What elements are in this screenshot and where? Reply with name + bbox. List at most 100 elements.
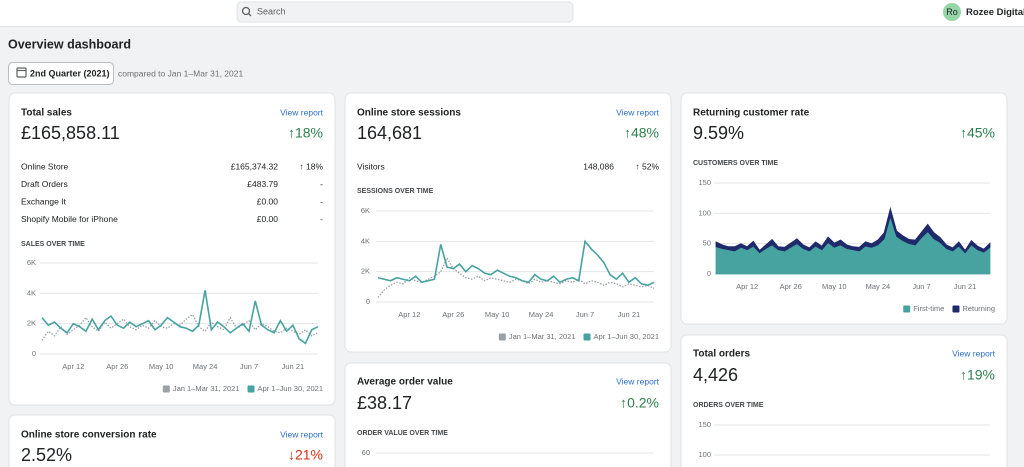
row-label: Exchange It: [21, 196, 67, 206]
card: [8, 92, 336, 406]
page-title: Overview dashboard: [8, 37, 131, 51]
row-label: Online Store: [21, 161, 69, 171]
y-tick-label: 0: [707, 269, 711, 278]
x-tick-label: Apr 26: [780, 282, 802, 291]
y-tick-label: 6K: [27, 258, 36, 267]
row-change: ↑ 18%: [299, 161, 323, 171]
comparison: compared to Jan 1–Mar 31, 2021: [118, 68, 243, 78]
view-report-link[interactable]: View report: [280, 429, 323, 439]
date-button[interactable]: [8, 62, 114, 85]
metric-change: ↓21%: [288, 447, 323, 463]
area: [715, 206, 991, 254]
y-tick-label: 100: [698, 208, 711, 217]
card-title: Average order value: [357, 377, 453, 388]
x-tick-label: Apr 26: [442, 310, 464, 319]
chart-title: CUSTOMERS OVER TIME: [693, 160, 778, 167]
legend-swatch: [162, 385, 170, 393]
row-label: Draft Orders: [21, 179, 68, 189]
x-tick-label: Apr 12: [736, 282, 758, 291]
calendar-icon: [16, 67, 27, 78]
y-tick-label: 50: [703, 239, 711, 248]
y-tick-label: 2K: [27, 319, 36, 328]
card: [680, 334, 1008, 467]
legend-swatch: [903, 305, 911, 313]
legend-label: Jan 1–Mar 31, 2021: [509, 332, 576, 341]
card: [8, 414, 336, 467]
x-tick-label: Jun 7: [576, 310, 594, 319]
metric-value: 2.52%: [21, 445, 72, 465]
y-tick-label: 150: [698, 420, 711, 429]
metric-value: 9.59%: [693, 123, 744, 143]
y-tick-label: 150: [698, 178, 711, 187]
search-icon: [241, 6, 251, 16]
x-tick-label: Jun 21: [954, 282, 977, 291]
legend-swatch: [247, 385, 255, 393]
x-tick-label: May 24: [529, 310, 554, 319]
metric-value: 4,426: [693, 365, 738, 385]
metric-value: £38.17: [357, 393, 412, 413]
metric-change: ↑0.2%: [620, 395, 659, 411]
row-label: Shopify Mobile for iPhone: [21, 214, 118, 224]
row-change: ↑ 52%: [635, 161, 659, 171]
chart-title: ORDER VALUE OVER TIME: [357, 430, 448, 437]
avatar-initials: Ro: [946, 7, 958, 17]
x-tick-label: May 10: [485, 310, 510, 319]
date-range[interactable]: 2nd Quarter (2021): [30, 68, 110, 78]
chart-title: SESSIONS OVER TIME: [357, 188, 434, 195]
search-icon: [248, 13, 252, 17]
view-report-link[interactable]: View report: [616, 376, 659, 386]
chart-title: ORDERS OVER TIME: [693, 402, 764, 409]
x-tick-label: Jun 21: [282, 362, 305, 371]
metric-change: ↑48%: [624, 125, 659, 141]
view-report-link[interactable]: View report: [952, 348, 995, 358]
x-tick-label: May 24: [866, 282, 891, 291]
search-box[interactable]: [236, 1, 574, 23]
x-tick-label: Jun 7: [912, 282, 930, 291]
metric-change: ↑19%: [960, 367, 995, 383]
card-title: Total sales: [21, 108, 72, 119]
legend-swatch: [498, 333, 506, 341]
legend-swatch: [952, 305, 960, 313]
card: [344, 362, 672, 467]
legend-label: Apr 1–Jun 30, 2021: [258, 384, 323, 393]
legend-swatch: [583, 333, 591, 341]
view-report-link[interactable]: View report: [280, 107, 323, 117]
card-title: Total orders: [693, 349, 750, 360]
card-title: Online store sessions: [357, 108, 461, 119]
legend-label: Returning: [962, 304, 995, 313]
y-tick-label: 0: [32, 349, 36, 358]
row-value: £0.00: [257, 214, 279, 224]
y-tick-label: 2K: [361, 267, 370, 276]
avatar[interactable]: [943, 3, 961, 21]
y-tick-label: 0: [366, 297, 370, 306]
legend-label: Jan 1–Mar 31, 2021: [173, 384, 240, 393]
legend-label: Apr 1–Jun 30, 2021: [594, 332, 659, 341]
y-tick-label: 4K: [27, 288, 36, 297]
x-tick-label: Apr 12: [62, 362, 84, 371]
row-value: £483.79: [247, 179, 278, 189]
row-change: -: [320, 196, 323, 206]
x-tick-label: Apr 12: [398, 310, 420, 319]
row-label: Visitors: [357, 161, 385, 171]
x-tick-label: Jun 7: [240, 362, 258, 371]
x-tick-label: May 10: [149, 362, 174, 371]
metric-change: ↑45%: [960, 125, 995, 141]
row-value: £0.00: [257, 196, 279, 206]
search-placeholder: Search: [257, 6, 286, 16]
card-title: Returning customer rate: [693, 108, 810, 119]
card-title: Online store conversion rate: [21, 430, 157, 441]
chart-title: SALES OVER TIME: [21, 241, 85, 248]
y-tick-label: 100: [698, 450, 711, 459]
x-tick-label: May 10: [822, 282, 847, 291]
row-change: -: [320, 179, 323, 189]
card: [344, 92, 672, 353]
y-tick-label: 4K: [361, 236, 370, 245]
legend-label: First-time: [913, 304, 944, 313]
row-change: -: [320, 214, 323, 224]
store-name[interactable]: Rozee Digital: [966, 7, 1024, 18]
view-report-link[interactable]: View report: [616, 107, 659, 117]
line: [377, 239, 655, 287]
metric-value: 164,681: [357, 123, 422, 143]
line: [41, 313, 319, 341]
